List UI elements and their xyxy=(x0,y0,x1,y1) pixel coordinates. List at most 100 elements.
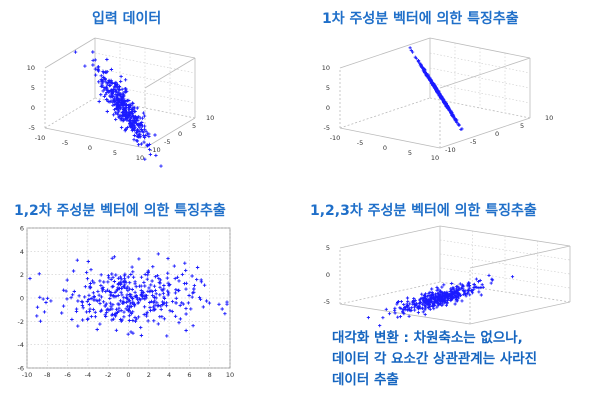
data-point xyxy=(174,301,178,305)
data-point xyxy=(461,288,465,293)
data-point xyxy=(110,272,114,276)
data-point xyxy=(148,308,153,313)
data-point xyxy=(99,295,104,299)
data-point xyxy=(41,297,45,301)
data-point xyxy=(395,302,399,306)
data-point xyxy=(132,106,137,110)
data-point xyxy=(423,305,428,309)
data-point xyxy=(105,109,109,114)
tick-label: 10 xyxy=(206,114,214,122)
data-point xyxy=(143,272,147,277)
data-point xyxy=(91,58,95,63)
data-point xyxy=(102,280,106,284)
data-point xyxy=(467,283,472,288)
data-point xyxy=(428,305,432,309)
data-point xyxy=(83,64,87,68)
data-point xyxy=(99,273,103,277)
data-point xyxy=(413,303,417,307)
data-point xyxy=(159,304,163,308)
data-point xyxy=(119,280,123,284)
data-point xyxy=(448,292,452,296)
data-point xyxy=(416,59,420,63)
data-point xyxy=(139,284,143,288)
axis-frame xyxy=(439,57,531,89)
data-point xyxy=(110,81,114,86)
data-point xyxy=(126,289,130,293)
data-point xyxy=(190,274,194,278)
data-point xyxy=(125,112,129,116)
data-point xyxy=(134,131,139,135)
data-point xyxy=(110,318,114,322)
data-point xyxy=(446,292,450,296)
data-point xyxy=(152,319,156,323)
data-point xyxy=(152,301,156,305)
tick-label: -10 xyxy=(35,134,46,142)
tick-label: -10 xyxy=(330,134,341,142)
data-point xyxy=(123,279,127,283)
data-point xyxy=(127,306,132,310)
data-point xyxy=(423,70,427,74)
data-point xyxy=(153,307,157,311)
data-point xyxy=(192,283,197,288)
data-point xyxy=(113,314,118,318)
data-point xyxy=(147,147,152,152)
data-point xyxy=(463,291,467,295)
tick-label: -2 xyxy=(18,318,24,326)
data-point xyxy=(143,284,147,288)
axis-frame xyxy=(339,97,431,129)
data-point xyxy=(477,290,481,294)
data-point xyxy=(80,299,84,304)
data-point xyxy=(76,299,80,303)
data-point xyxy=(117,88,121,92)
data-point xyxy=(420,306,425,310)
data-point xyxy=(452,287,456,291)
data-point xyxy=(128,110,132,115)
grid-line xyxy=(439,267,571,289)
data-point xyxy=(398,315,403,319)
data-point xyxy=(104,97,109,102)
data-point xyxy=(177,279,181,283)
data-point xyxy=(414,56,418,60)
data-point xyxy=(431,303,435,308)
data-point xyxy=(99,84,103,89)
data-point xyxy=(126,275,130,279)
data-point xyxy=(131,270,135,274)
data-point xyxy=(42,310,47,314)
data-point xyxy=(118,275,123,279)
data-point xyxy=(142,127,147,131)
tick-label: -5 xyxy=(62,139,68,147)
data-point xyxy=(468,286,472,290)
data-point xyxy=(393,308,397,312)
data-point xyxy=(99,77,103,82)
data-point xyxy=(114,307,119,311)
data-point xyxy=(134,317,139,321)
data-point xyxy=(165,334,169,338)
data-point xyxy=(91,50,95,54)
data-point xyxy=(104,86,108,90)
data-point xyxy=(401,307,405,311)
data-point xyxy=(141,296,145,300)
data-point xyxy=(405,304,410,308)
data-point xyxy=(134,285,138,289)
data-point xyxy=(60,311,64,315)
data-point xyxy=(116,276,121,280)
data-point xyxy=(93,310,97,314)
tick-label: -5 xyxy=(357,139,363,147)
tick-label: -4 xyxy=(85,371,91,379)
data-point xyxy=(441,97,445,102)
data-point xyxy=(195,277,199,282)
data-point xyxy=(122,277,127,281)
data-point xyxy=(119,79,123,84)
data-point xyxy=(99,93,103,97)
data-point xyxy=(468,293,472,297)
data-point xyxy=(100,289,105,293)
data-point xyxy=(449,287,453,291)
data-point xyxy=(474,277,478,281)
data-point xyxy=(183,261,187,265)
data-point xyxy=(127,298,132,303)
data-point xyxy=(113,88,118,92)
data-point xyxy=(80,300,85,304)
data-point xyxy=(180,272,185,277)
data-point xyxy=(115,83,120,87)
data-point xyxy=(110,293,114,298)
